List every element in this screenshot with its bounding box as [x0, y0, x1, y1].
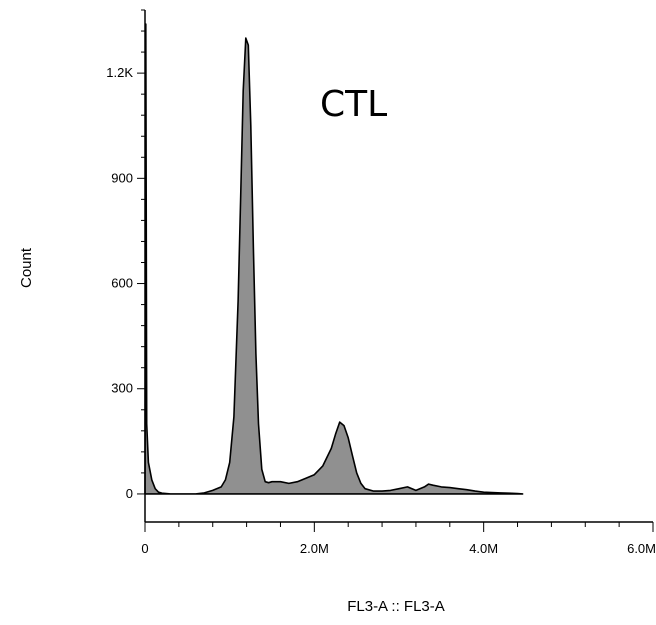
x-tick-label: 4.0M: [469, 541, 498, 556]
x-tick-label: 0: [141, 541, 148, 556]
y-axis: 0 300 600 900 1.2K: [106, 9, 146, 522]
x-axis-label: FL3-A :: FL3-A: [347, 598, 445, 615]
y-axis-label: Count: [18, 247, 35, 288]
plot-area: [144, 23, 524, 495]
x-tick-label: 6.0M: [627, 541, 656, 556]
y-tick-label: 300: [111, 381, 133, 396]
x-tick-label: 2.0M: [300, 541, 329, 556]
x-axis: 0 2.0M 4.0M 6.0M: [141, 521, 656, 556]
y-tick-label: 0: [126, 486, 133, 501]
y-tick-label: 900: [111, 170, 133, 185]
y-tick-label: 1.2K: [106, 65, 133, 80]
y-tick-label: 600: [111, 276, 133, 291]
histogram-series-0: [144, 23, 524, 495]
sample-annotation: CTL: [320, 84, 387, 125]
